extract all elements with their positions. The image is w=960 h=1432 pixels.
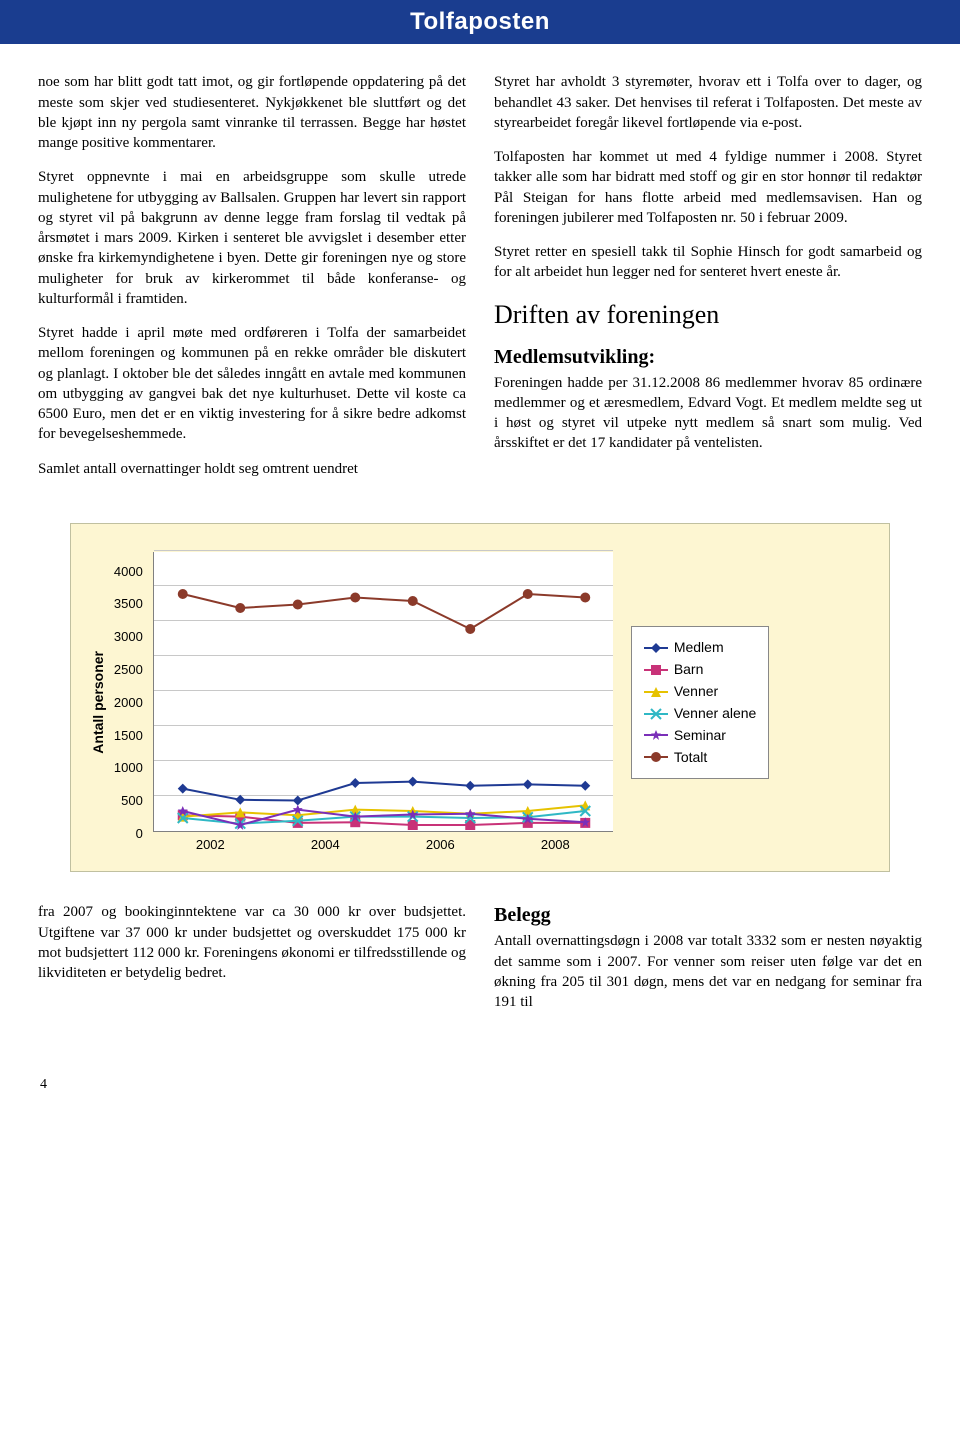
legend-item: Venner (644, 682, 757, 701)
right-column: Styret har avholdt 3 styremøter, hvorav … (494, 72, 922, 493)
legend-label: Barn (674, 660, 704, 679)
para: Antall overnattingsdøgn i 2008 var total… (494, 931, 922, 1012)
legend-label: Venner (674, 682, 718, 701)
x-axis-ticks: 2002200420062008 (153, 832, 613, 854)
para: fra 2007 og bookinginntektene var ca 30 … (38, 902, 466, 983)
para: noe som har blitt godt tatt imot, og gir… (38, 72, 466, 153)
legend-item: Venner alene (644, 704, 757, 723)
legend-label: Medlem (674, 638, 724, 657)
x-tick: 2006 (383, 836, 498, 854)
legend-item: Barn (644, 660, 757, 679)
page-content: noe som har blitt godt tatt imot, og gir… (0, 72, 960, 1115)
chart-legend: Medlem Barn Venner Venner alene Seminar Total… (631, 626, 770, 778)
y-axis-ticks: 4000 3500 3000 2500 2000 1500 1000 500 0 (114, 563, 147, 843)
chart-plot-area (153, 552, 613, 832)
y-axis-label: Antall personer (89, 651, 108, 754)
lower-columns: fra 2007 og bookinginntektene var ca 30 … (38, 902, 922, 1026)
x-tick: 2008 (498, 836, 613, 854)
x-tick: 2004 (268, 836, 383, 854)
y-tick: 4000 (114, 563, 143, 581)
y-tick: 500 (114, 792, 143, 810)
series-totalt (154, 552, 613, 831)
chart-outer: Antall personer 4000 3500 3000 2500 2000 1500… (70, 523, 890, 873)
left-column: noe som har blitt godt tatt imot, og gir… (38, 72, 466, 493)
legend-item: Seminar (644, 726, 757, 745)
x-tick: 2002 (153, 836, 268, 854)
para: Samlet antall overnattinger holdt seg om… (38, 459, 466, 479)
legend-label: Seminar (674, 726, 726, 745)
y-tick: 1000 (114, 759, 143, 777)
para: Tolfaposten har kommet ut med 4 fyldige … (494, 147, 922, 228)
legend-item: Totalt (644, 748, 757, 767)
para: Styret har avholdt 3 styremøter, hvorav … (494, 72, 922, 133)
legend-label: Totalt (674, 748, 707, 767)
subsection-heading: Medlemsutvikling: (494, 344, 922, 371)
section-heading: Driften av foreningen (494, 297, 922, 332)
page-title: Tolfaposten (410, 8, 550, 35)
header-bar: Tolfaposten (0, 0, 960, 44)
para: Styret retter en spesiell takk til Sophi… (494, 242, 922, 283)
y-tick: 0 (114, 825, 143, 843)
y-tick: 3500 (114, 595, 143, 613)
upper-columns: noe som har blitt godt tatt imot, og gir… (38, 72, 922, 493)
legend-label: Venner alene (674, 704, 757, 723)
chart-plot-wrap: Antall personer 4000 3500 3000 2500 2000 1500… (89, 552, 613, 854)
y-tick: 2500 (114, 661, 143, 679)
para: Styret oppnevnte i mai en arbeidsgruppe … (38, 167, 466, 309)
page-number: 4 (40, 1076, 922, 1095)
y-tick: 3000 (114, 628, 143, 646)
bottom-left-column: fra 2007 og bookinginntektene var ca 30 … (38, 902, 466, 1026)
bottom-right-column: Belegg Antall overnattingsdøgn i 2008 va… (494, 902, 922, 1026)
para: Foreningen hadde per 31.12.2008 86 medle… (494, 373, 922, 454)
legend-item: Medlem (644, 638, 757, 657)
y-tick: 1500 (114, 727, 143, 745)
chart-container: Antall personer 4000 3500 3000 2500 2000 1500… (70, 523, 890, 873)
y-tick: 2000 (114, 694, 143, 712)
subsection-heading: Belegg (494, 902, 922, 929)
para: Styret hadde i april møte med ordføreren… (38, 323, 466, 445)
gridline (154, 550, 613, 551)
